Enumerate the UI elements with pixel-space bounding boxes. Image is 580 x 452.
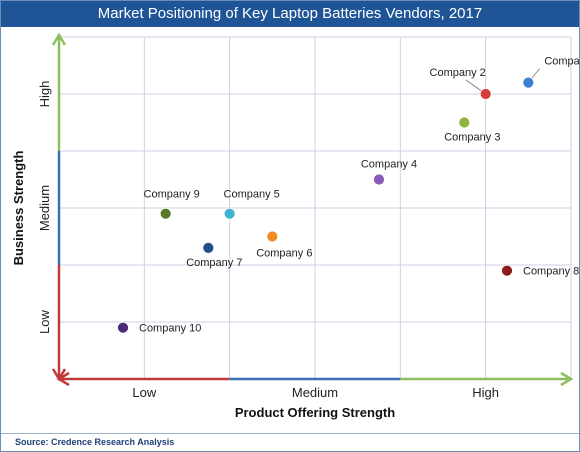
source-text: Source: Credence Research Analysis [15,437,175,447]
data-point [223,207,236,220]
grid [59,36,572,379]
data-point [266,230,279,243]
data-points: Company 1 Company 2 Company 3 Company 4 Comp… [117,56,579,335]
data-point [159,207,172,220]
data-point [373,173,385,186]
data-point [501,264,513,277]
x-axis-arrow-right [560,371,574,387]
data-point-label: Company 2 [430,67,486,79]
data-point [117,321,129,334]
x-axis-title: Product Offering Strength [235,405,395,420]
y-axis-title: Business Strength [11,151,26,266]
axis-titles: Product Offering Strength Business Streng… [11,151,395,420]
scatter-chart: Low Medium High Low Medium High Product Offer… [11,32,579,420]
data-point-label: Company 4 [361,159,417,171]
y-axis-arrow-up [51,32,67,46]
y-tick-label: High [37,81,52,108]
x-tick-label: Low [132,385,156,400]
x-tick-label: High [472,385,499,400]
data-point [202,241,215,254]
axes [51,32,574,387]
data-point-label: Company 6 [256,248,312,260]
data-point-label: Company 9 [144,189,200,201]
data-point [458,116,471,129]
data-point [522,76,535,89]
data-point-label: Company 3 [444,132,500,144]
x-axis-arrow-left [56,371,70,387]
x-tick-label: Medium [292,385,338,400]
chart-title: Market Positioning of Key Laptop Batteri… [1,1,579,27]
data-point [479,88,492,100]
data-point-label: Company 10 [139,323,201,335]
source-bar: Source: Credence Research Analysis [1,433,579,452]
y-tick-label: Low [37,309,52,333]
data-point-label: Company 7 [186,257,242,269]
tick-labels: Low Medium High Low Medium High [37,81,499,400]
data-point-label: Company 8 [523,266,579,278]
data-point-label: Company 1 [544,56,579,68]
data-point-label: Company 5 [224,189,280,201]
y-tick-label: Medium [37,185,52,231]
